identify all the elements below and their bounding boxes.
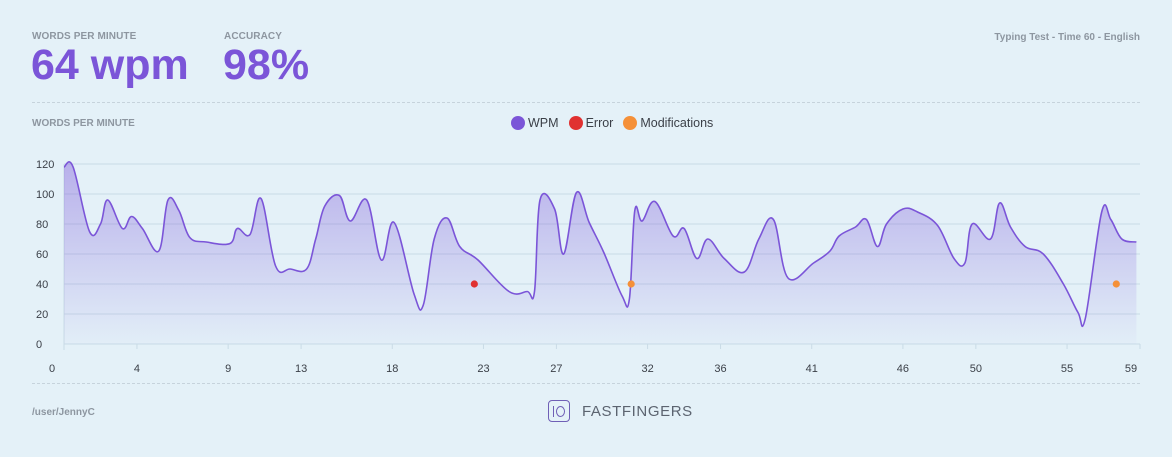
legend-item-error[interactable]: Error xyxy=(568,116,614,130)
legend-label-error: Error xyxy=(585,116,614,130)
x-tick-label: 46 xyxy=(897,363,909,375)
test-info: Typing Test - Time 60 - English xyxy=(994,32,1140,43)
y-tick-label: 60 xyxy=(36,249,48,261)
y-tick-label: 0 xyxy=(36,339,42,351)
wpm-line xyxy=(63,161,1137,327)
legend-label-wpm: WPM xyxy=(528,116,559,130)
legend-dot-error xyxy=(568,116,583,130)
x-tick-label: 23 xyxy=(477,363,489,375)
y-tick-label: 100 xyxy=(36,189,54,201)
accuracy-value: 98% xyxy=(223,41,310,89)
y-tick-label: 80 xyxy=(36,219,48,231)
x-tick-label: 4 xyxy=(134,363,140,375)
accuracy-label: ACCURACY xyxy=(224,31,283,42)
brand-name: FASTFINGERS xyxy=(582,402,693,420)
x-tick-label: 59 xyxy=(1125,363,1137,375)
y-tick-label: 20 xyxy=(36,309,48,321)
modification-marker[interactable] xyxy=(1112,280,1120,288)
wpm-chart: 0 20 40 60 80 100 120 0 4 9 13 18 23 27 32 36 41 46 50 55 59 xyxy=(36,159,1141,375)
x-tick-label: 0 xyxy=(49,363,55,375)
x-tick-label: 41 xyxy=(806,363,818,375)
x-tick-label: 55 xyxy=(1061,363,1073,375)
modification-marker[interactable] xyxy=(627,280,635,288)
brand-logo-icon xyxy=(548,400,570,422)
legend-dot-wpm xyxy=(511,116,525,130)
brand: FASTFINGERS xyxy=(548,400,693,422)
chart-label: WORDS PER MINUTE xyxy=(32,118,135,129)
legend-item-modifications[interactable]: Modifications xyxy=(623,116,713,130)
wpm-label: WORDS PER MINUTE xyxy=(32,31,137,42)
legend-label-modifications: Modifications xyxy=(640,116,714,130)
chart-legend: WPM Error Modifications xyxy=(511,116,723,130)
legend-item-wpm[interactable]: WPM xyxy=(511,116,559,130)
legend-dot-modifications xyxy=(623,116,638,130)
x-tick-label: 9 xyxy=(225,363,231,375)
wpm-area xyxy=(64,161,1137,344)
wpm-value: 64 wpm xyxy=(31,41,189,89)
x-tick-label: 32 xyxy=(641,363,653,375)
x-tick-label: 27 xyxy=(550,363,562,375)
user-link[interactable]: /user/JennyC xyxy=(32,407,95,418)
x-tick-label: 50 xyxy=(970,363,982,375)
x-tick-label: 13 xyxy=(295,363,307,375)
x-tick-label: 18 xyxy=(386,363,398,375)
error-marker[interactable] xyxy=(470,280,478,288)
bottom-divider xyxy=(32,383,1140,384)
x-tick-label: 36 xyxy=(714,363,726,375)
top-divider xyxy=(32,102,1140,103)
y-tick-label: 120 xyxy=(36,159,54,171)
y-tick-label: 40 xyxy=(36,279,48,291)
